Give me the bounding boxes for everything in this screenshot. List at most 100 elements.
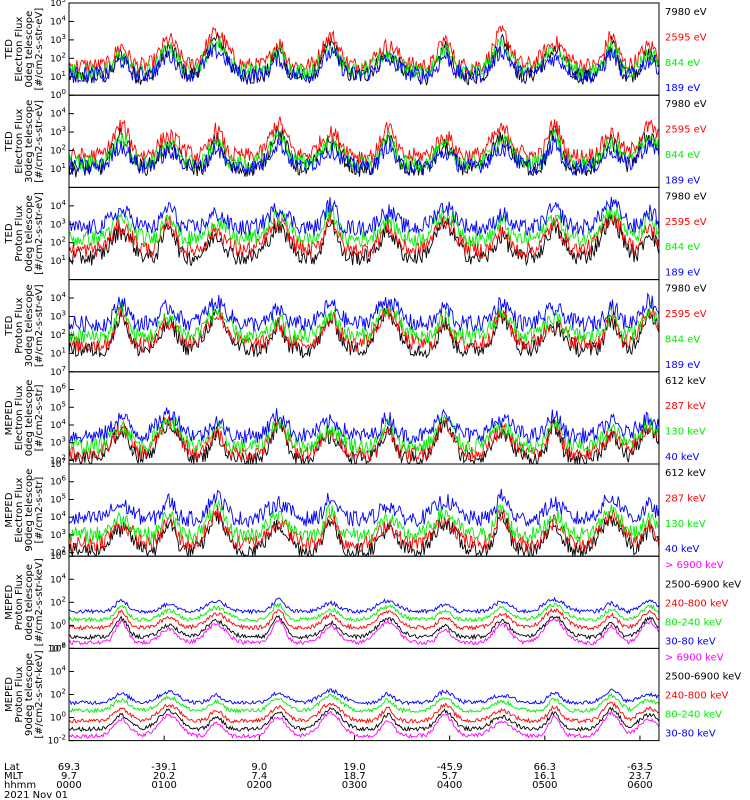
x-tick-label: -45.9 bbox=[437, 762, 463, 773]
legend-entry: 2595 eV bbox=[665, 32, 707, 43]
x-tick-label: -39.1 bbox=[151, 762, 177, 773]
legend-entry: 80-240 keV bbox=[665, 710, 722, 721]
legend-entry: 287 keV bbox=[665, 401, 706, 412]
y-tick-label: 102 bbox=[50, 236, 66, 249]
panel-ylabel-line: TED bbox=[4, 39, 15, 60]
legend-entry: 2500-6900 keV bbox=[665, 671, 741, 682]
panel-ylabel-line: [#/cm2-s-str] bbox=[34, 384, 45, 451]
x-tick-label: 5.7 bbox=[442, 771, 458, 782]
trace-287-kev bbox=[69, 505, 659, 554]
trace-240-800-kev bbox=[69, 607, 659, 631]
panel-ylabel-line: [#/cm2-s-str-eV] bbox=[34, 284, 45, 367]
trace--6900-kev bbox=[69, 618, 659, 646]
x-tick-label: 0500 bbox=[532, 780, 557, 791]
x-tick-label: 0600 bbox=[627, 780, 652, 791]
legend-entry: 30-80 keV bbox=[665, 636, 716, 647]
panel-ylabel-line: Proton Flux bbox=[14, 666, 25, 722]
trace-2500-6900-kev bbox=[69, 615, 659, 641]
trace-612-kev bbox=[69, 508, 659, 557]
panel-ylabel-line: MEPED bbox=[4, 585, 15, 620]
x-tick-label: -63.5 bbox=[627, 762, 653, 773]
y-tick-label: 103 bbox=[50, 309, 66, 322]
y-tick-label: 102 bbox=[50, 144, 66, 157]
panel-ylabel-line: [#/cm2-s-str-eV] bbox=[34, 100, 45, 183]
x-tick-label: 0100 bbox=[151, 780, 176, 791]
x-tick-label: 69.3 bbox=[58, 762, 80, 773]
panel-ylabel-line: [#/cm2-s-str-keV] bbox=[34, 650, 45, 738]
legend-entry: > 6900 keV bbox=[665, 652, 724, 663]
panel-ylabel-line: MEPED bbox=[4, 400, 15, 435]
y-tick-label: 101 bbox=[50, 70, 66, 83]
panel-ylabel-line: TED bbox=[4, 223, 15, 244]
y-tick-label: 102 bbox=[50, 546, 66, 559]
trace-844-ev bbox=[69, 37, 659, 81]
trace-287-kev bbox=[69, 416, 659, 463]
y-tick-label: 105 bbox=[50, 0, 66, 9]
panel-ylabel-line: 90deg telescope bbox=[24, 653, 35, 736]
trace-130-kev bbox=[69, 414, 659, 456]
panel-5: 102 103 104 105 106 107 MEPED Electron Flux 0deg… bbox=[4, 365, 706, 467]
y-tick-label: 103 bbox=[50, 436, 66, 449]
y-tick-label: 103 bbox=[50, 528, 66, 541]
y-tick-label: 104 bbox=[50, 14, 66, 27]
x-tick-label: 16.1 bbox=[534, 771, 556, 782]
y-tick-label: 103 bbox=[50, 217, 66, 230]
panel-ylabel-line: Electron Flux bbox=[14, 17, 25, 82]
panel-8: 10-2 100 102 104 106 MEPED Proton Flux 90deg te… bbox=[4, 641, 741, 746]
panel-ylabel-line: 30deg telescope bbox=[24, 100, 35, 183]
trace-40-kev bbox=[69, 407, 659, 445]
panel-1-traces bbox=[69, 24, 659, 86]
y-tick-label: 100 bbox=[50, 88, 66, 101]
panel-ylabel-line: Proton Flux bbox=[14, 574, 25, 630]
y-tick-label: 102 bbox=[50, 328, 66, 341]
trace-80-240-kev bbox=[69, 602, 659, 623]
y-tick-label: 100 bbox=[50, 711, 66, 724]
legend-entry: 240-800 keV bbox=[665, 691, 729, 702]
panel-ylabel-line: 90deg telescope bbox=[24, 469, 35, 552]
trace-189-ev bbox=[69, 196, 659, 238]
y-tick-label: 101 bbox=[50, 346, 66, 359]
panel-ylabel-line: [#/cm2-s-str-eV] bbox=[34, 192, 45, 275]
panel-7: 10-2 100 102 104 106 MEPED Proton Flux 0deg tel… bbox=[4, 549, 741, 654]
y-tick-label: 104 bbox=[50, 510, 66, 523]
y-tick-label: 106 bbox=[50, 549, 66, 562]
legend-entry: 189 eV bbox=[665, 83, 700, 94]
legend-entry: 7980 eV bbox=[665, 284, 707, 295]
y-tick-label: 105 bbox=[50, 492, 66, 505]
trace-189-ev bbox=[69, 42, 659, 85]
x-tick-label: 0200 bbox=[247, 780, 272, 791]
panel-3-traces bbox=[69, 196, 659, 267]
y-tick-label: 104 bbox=[50, 107, 66, 120]
trace--6900-kev bbox=[69, 709, 659, 739]
panel-2: 101 102 103 104 TED Electron Flux 30deg telesc… bbox=[4, 94, 707, 188]
y-tick-label: 100 bbox=[50, 618, 66, 631]
legend-entry: 130 keV bbox=[665, 427, 706, 438]
x-tick-label: 18.7 bbox=[343, 771, 365, 782]
y-tick-label: 104 bbox=[50, 199, 66, 212]
panel-ylabel-line: 30deg telescope bbox=[24, 284, 35, 367]
legend-entry: 240-800 keV bbox=[665, 598, 729, 609]
y-tick-label: 104 bbox=[50, 572, 66, 585]
y-tick-label: 102 bbox=[50, 51, 66, 64]
panel-ylabel-line: 0deg telescope bbox=[24, 380, 35, 457]
panel-ylabel-line: 0deg telescope bbox=[24, 195, 35, 272]
legend-entry: 189 eV bbox=[665, 175, 700, 186]
x-tick-label: 9.7 bbox=[61, 771, 77, 782]
legend-entry: 30-80 keV bbox=[665, 729, 716, 740]
panel-ylabel-line: Electron Flux bbox=[14, 109, 25, 174]
y-tick-label: 102 bbox=[50, 595, 66, 608]
panel-ylabel-line: 0deg telescope bbox=[24, 11, 35, 88]
panel-4: 101 102 103 104 TED Proton Flux 30deg telescop… bbox=[4, 279, 707, 373]
panel-5-traces bbox=[69, 407, 659, 464]
legend-entry: 2595 eV bbox=[665, 125, 707, 136]
legend-entry: 2595 eV bbox=[665, 309, 707, 320]
panel-ylabel-line: Electron Flux bbox=[14, 385, 25, 450]
legend-entry: 130 keV bbox=[665, 519, 706, 530]
trace-30-80-kev bbox=[69, 688, 659, 706]
panel-7-traces bbox=[69, 596, 659, 646]
panel-ylabel-line: Proton Flux bbox=[14, 205, 25, 261]
